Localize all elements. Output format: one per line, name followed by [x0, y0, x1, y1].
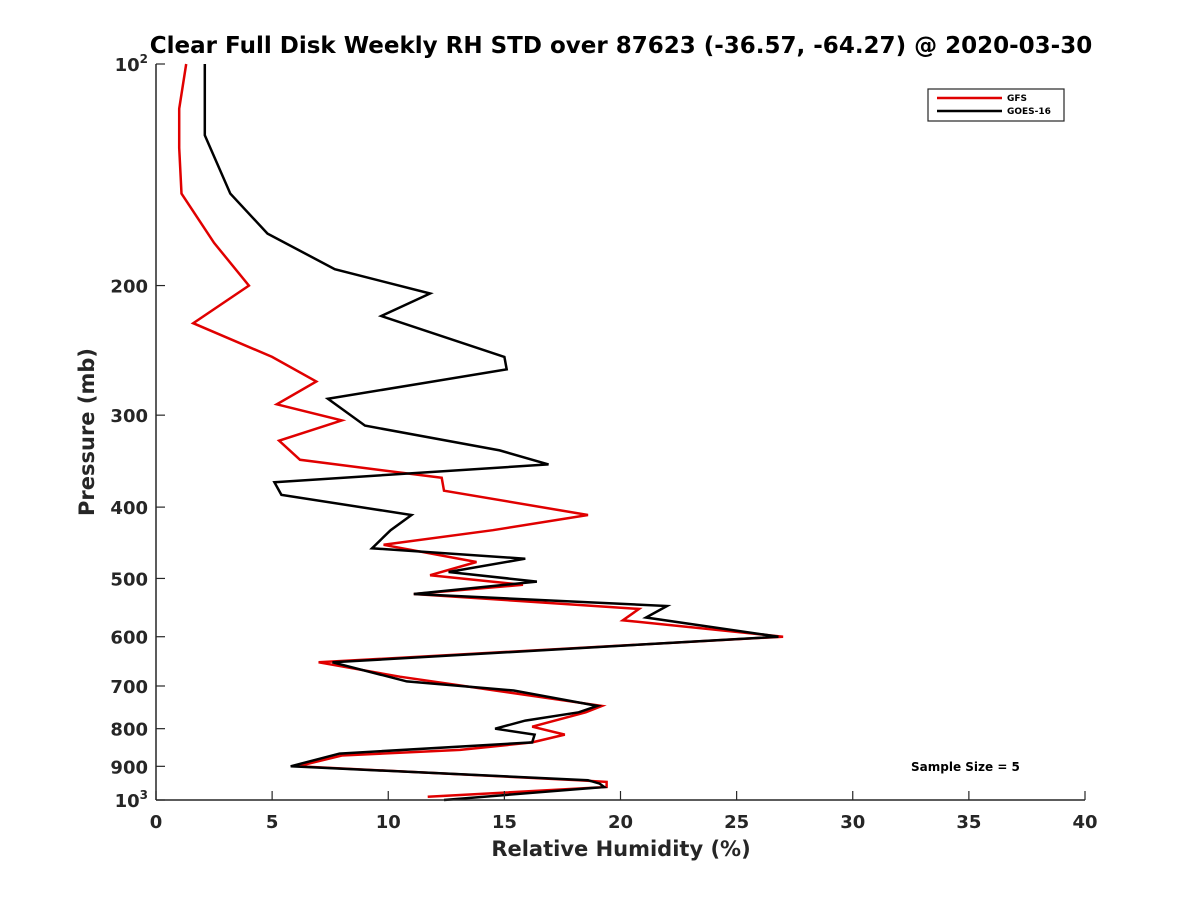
y-tick-label: 700	[110, 677, 148, 698]
x-tick-label: 15	[492, 812, 517, 833]
x-tick-label: 30	[840, 812, 865, 833]
y-tick-label: 600	[110, 628, 148, 649]
y-tick-label: 900	[110, 757, 148, 778]
x-axis-label: Relative Humidity (%)	[491, 837, 750, 861]
series-layer	[177, 63, 784, 802]
x-tick-group: 0 5 10 15 20 25 30 35 40	[150, 791, 1098, 833]
y-tick-label: 400	[110, 498, 148, 519]
x-tick-label: 10	[376, 812, 401, 833]
x-tick-label: 5	[266, 812, 279, 833]
y-tick-label: 200	[110, 277, 148, 298]
chart-title: Clear Full Disk Weekly RH STD over 87623…	[150, 33, 1092, 59]
y-tick-label: 800	[110, 720, 148, 741]
sample-size-annotation: Sample Size = 5	[911, 760, 1020, 774]
x-tick-label: 40	[1072, 812, 1097, 833]
x-tick-label: 35	[956, 812, 981, 833]
x-tick-label: 25	[724, 812, 749, 833]
y-tick-label: 103	[115, 788, 148, 812]
series-line-gfs	[177, 63, 784, 799]
x-tick-label: 0	[150, 812, 163, 833]
legend-label-goes16: GOES-16	[1007, 107, 1051, 117]
y-tick-label: 102	[115, 52, 148, 76]
y-tick-label: 300	[110, 406, 148, 427]
series-line-goes16	[203, 64, 779, 802]
y-tick-group: 102 200 300 400 500 600 700 800 900 103	[110, 52, 165, 812]
legend-box	[927, 88, 1065, 122]
x-tick-label: 20	[608, 812, 633, 833]
legend: GFS GOES-16	[927, 88, 1065, 122]
y-axis-label: Pressure (mb)	[75, 348, 99, 516]
legend-label-gfs: GFS	[1007, 94, 1027, 104]
y-tick-label: 500	[110, 569, 148, 590]
